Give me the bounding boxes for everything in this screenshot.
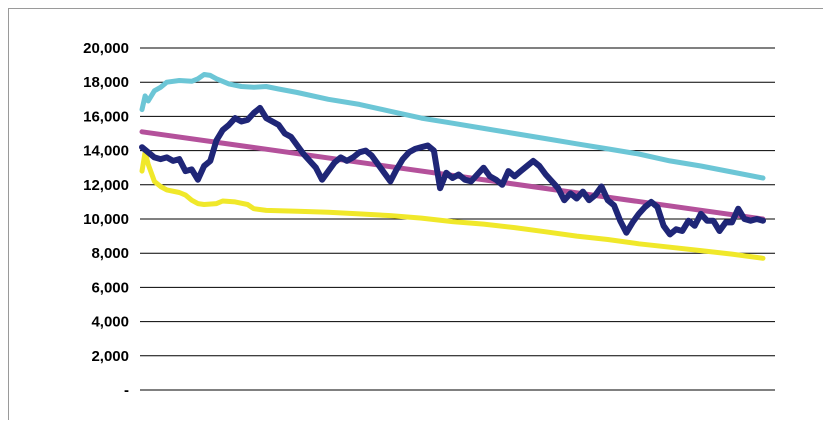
y-tick-label: 2,000 — [91, 348, 129, 365]
series-line-actual — [139, 104, 766, 238]
series — [139, 72, 766, 261]
y-tick-label: 6,000 — [91, 279, 129, 296]
y-tick-label: 8,000 — [91, 245, 129, 262]
y-tick-label: 12,000 — [83, 177, 129, 194]
y-tick-label: 18,000 — [83, 74, 129, 91]
y-tick-label: 10,000 — [83, 211, 129, 228]
y-tick-label: 14,000 — [83, 143, 129, 160]
y-axis-ticks: - 2,000 4,000 6,000 8,000 10,000 12,000 14,000 1… — [83, 40, 129, 399]
y-tick-label: 4,000 — [91, 314, 129, 331]
gridlines — [140, 47, 775, 391]
series-line-upper-band — [139, 72, 766, 181]
y-tick-label: 16,000 — [83, 108, 129, 125]
chart-frame — [8, 8, 823, 420]
series-line-lower-band — [139, 149, 766, 261]
y-tick-label: 20,000 — [83, 40, 129, 57]
y-tick-label: - — [124, 382, 129, 399]
